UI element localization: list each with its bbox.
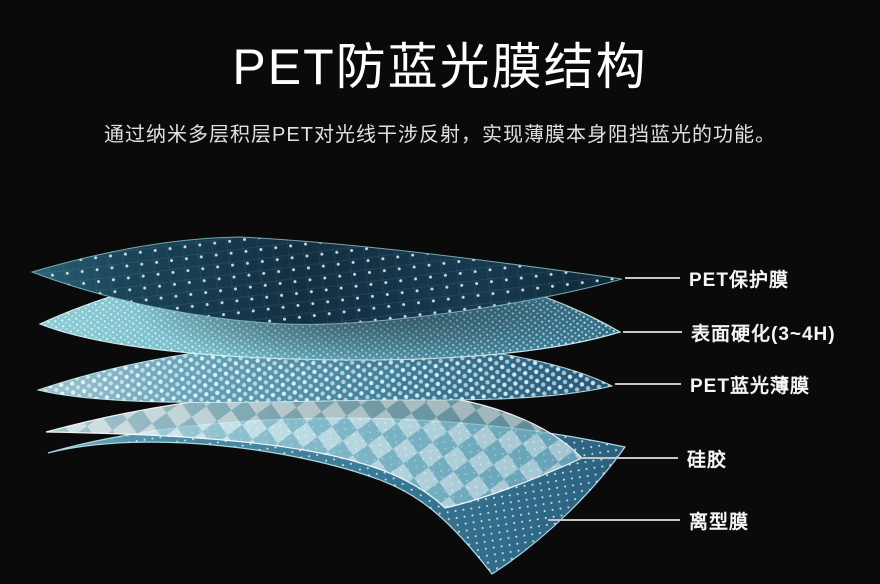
leader-line — [548, 519, 680, 521]
layer-silicone — [45, 389, 583, 509]
layer-label: 硅胶 — [687, 449, 728, 471]
leader-line — [625, 277, 680, 279]
layer-label: 离型膜 — [689, 511, 750, 533]
leader-line — [615, 383, 681, 385]
annotation-pet-protective-film: PET保护膜 — [625, 265, 789, 291]
layer-label: 表面硬化(3~4H) — [691, 323, 836, 345]
page-title: PET防蓝光膜结构 — [232, 39, 648, 95]
leader-line — [581, 457, 678, 459]
annotation-silicone: 硅胶 — [581, 445, 727, 471]
annotation-release-film: 离型膜 — [548, 507, 749, 533]
annotation-surface-hardening: 表面硬化(3~4H) — [623, 319, 836, 345]
layer-label: PET蓝光薄膜 — [690, 375, 810, 397]
page-subtitle: 通过纳米多层积层PET对光线干涉反射，实现薄膜本身阻挡蓝光的功能。 — [104, 124, 776, 146]
leader-line — [623, 331, 682, 333]
annotation-pet-blue-film: PET蓝光薄膜 — [615, 371, 810, 397]
layer-label: PET保护膜 — [689, 269, 789, 291]
